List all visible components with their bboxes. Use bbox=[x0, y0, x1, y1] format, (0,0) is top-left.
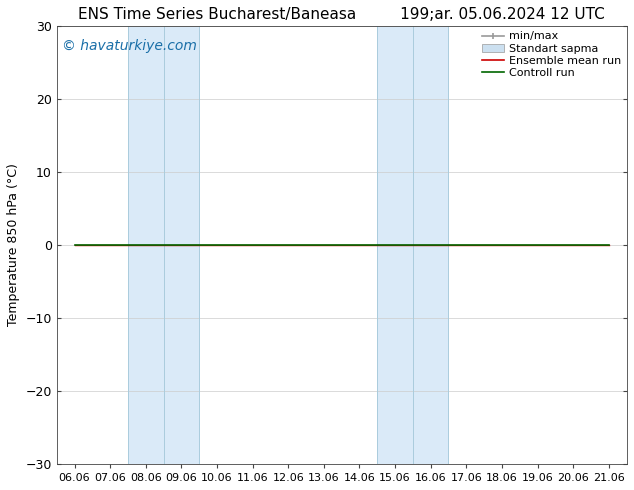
Bar bbox=[128, 26, 199, 464]
Title: ENS Time Series Bucharest/Baneasa         199;ar. 05.06.2024 12 UTC: ENS Time Series Bucharest/Baneasa 199;ar… bbox=[78, 7, 605, 22]
Text: © havaturkiye.com: © havaturkiye.com bbox=[62, 39, 197, 53]
Legend: min/max, Standart sapma, Ensemble mean run, Controll run: min/max, Standart sapma, Ensemble mean r… bbox=[480, 29, 623, 80]
Bar bbox=[377, 26, 448, 464]
Y-axis label: Temperature 850 hPa (°C): Temperature 850 hPa (°C) bbox=[7, 164, 20, 326]
